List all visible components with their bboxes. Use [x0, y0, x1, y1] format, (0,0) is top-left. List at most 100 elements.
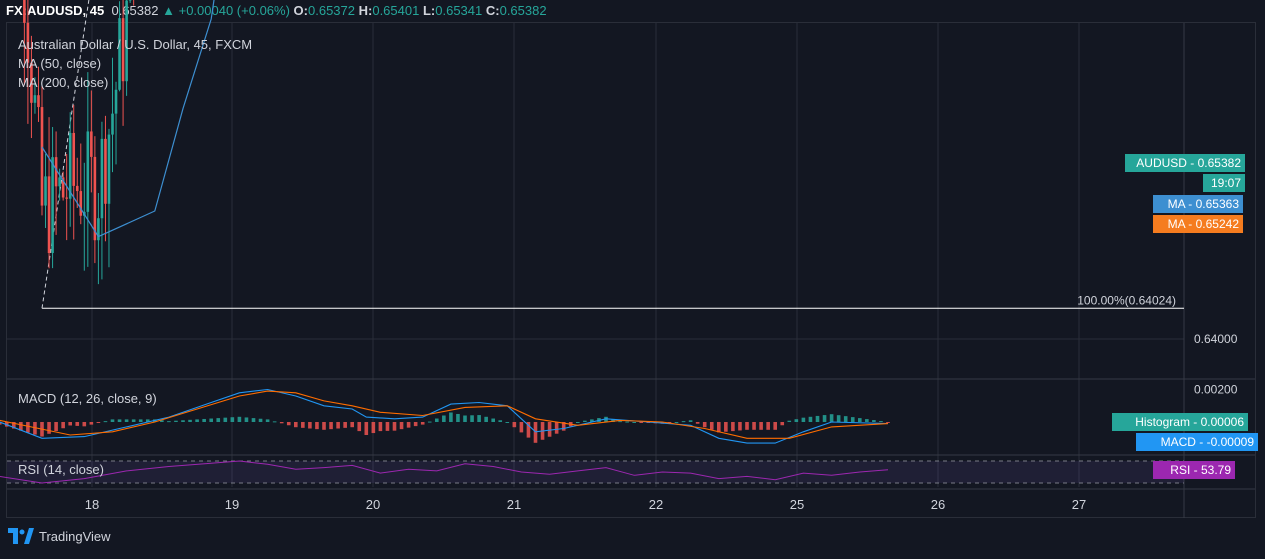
candle [114, 81, 118, 165]
macd-histogram-bar [0, 422, 2, 425]
macd-histogram-bar [695, 422, 700, 424]
time-tick-label: 27 [1072, 497, 1086, 512]
rsi-panel [0, 460, 1184, 484]
macd-histogram-bar [26, 422, 30, 433]
macd-histogram-bar [223, 417, 228, 422]
macd-histogram-bar [427, 421, 432, 423]
ma200-price-tag: MA - 0.65242 [1153, 215, 1243, 233]
macd-histogram-bar [583, 420, 587, 422]
ma50-legend[interactable]: MA (50, close) [18, 56, 102, 71]
macd-histogram-bar [265, 419, 270, 422]
time-tick-label: 22 [649, 497, 663, 512]
candle-body [33, 95, 37, 103]
macd-histogram-bar [702, 422, 707, 428]
macd-histogram-bar [364, 422, 369, 435]
fib-levels: 0.00%(0.66182)38.20%(50.00%(0.65103)61.8… [41, 0, 1184, 309]
macd-histogram-bar [188, 419, 192, 422]
rsi-value-tag-text: RSI - 53.79 [1170, 463, 1231, 477]
chart-title: Australian Dollar / U.S. Dollar, 45, FXC… [18, 37, 253, 52]
candle-body [107, 134, 111, 204]
macd-histogram-bar [519, 422, 524, 433]
macd-histogram-bar [385, 422, 390, 431]
price-change: +0.00040 (+0.06%) [178, 3, 290, 18]
macd-histogram-bar [815, 415, 820, 422]
macd-legend[interactable]: MACD (12, 26, close, 9) [18, 391, 157, 406]
macd-histogram-bar [625, 421, 629, 423]
macd-histogram-bar [865, 419, 869, 422]
candle [104, 115, 107, 242]
candle-body [61, 177, 65, 198]
candle [68, 112, 72, 227]
macd-histogram-bar [413, 422, 418, 427]
rsi-band [7, 461, 1184, 483]
macd-histogram-bar [117, 419, 122, 422]
candle [51, 127, 54, 269]
candle-body [30, 62, 33, 103]
candle [44, 153, 47, 228]
candle-body [58, 177, 61, 187]
macd-histogram-bar [237, 416, 242, 422]
macd-histogram-bar [124, 419, 129, 422]
macd-panel [0, 388, 890, 444]
macd-histogram-bar [202, 418, 206, 422]
candle [86, 72, 90, 267]
candle-body [128, 0, 132, 1]
candle [90, 90, 93, 193]
rsi-legend[interactable]: RSI (14, close) [18, 462, 104, 477]
macd-histogram-bar [477, 415, 481, 422]
macd-histogram-bar [96, 422, 101, 423]
macd-histogram-bar [512, 422, 517, 428]
macd-histogram-bar [12, 422, 16, 429]
ma50-price-tag: MA - 0.65363 [1153, 195, 1243, 213]
ma50-line [41, 0, 215, 238]
candle [30, 35, 33, 139]
macd-histogram-bar [463, 415, 467, 422]
candle [75, 157, 79, 208]
rsi-value-tag: RSI - 53.79 [1153, 461, 1235, 479]
macd-histogram-bar [89, 422, 94, 425]
macd-histogram-bar [406, 422, 411, 428]
macd-histogram-bar [61, 422, 65, 429]
axes: 18192021222526270.660000.655000.645000.6… [85, 332, 1238, 512]
macd-histogram-bar [82, 422, 87, 427]
ma50-price-tag-bg [1153, 195, 1243, 213]
macd-histogram-bar [308, 422, 312, 429]
macd-histogram-bar [33, 422, 37, 435]
candle-body [75, 185, 79, 192]
macd-histogram-bar [336, 422, 340, 429]
candle [54, 131, 58, 235]
candle-body [121, 18, 125, 82]
ma200-price-tag-bg [1153, 215, 1243, 233]
candle [128, 0, 132, 3]
macd-histogram-bar [498, 420, 503, 422]
candle [26, 0, 30, 124]
candle-body [90, 131, 93, 157]
candle-body [104, 138, 107, 204]
macd-histogram-bar [526, 422, 531, 438]
close-label: C: [485, 3, 500, 18]
macd-histogram-bar [216, 418, 221, 422]
macd-histogram-bar [301, 422, 305, 428]
macd-histogram-bar [279, 422, 284, 424]
macd-histogram-bar [456, 413, 460, 422]
macd-histogram-bar [399, 422, 404, 430]
countdown-tag-text: 19:07 [1211, 176, 1241, 190]
ma200-price-tag-text: MA - 0.65242 [1168, 217, 1240, 231]
macd-histogram-bar [75, 422, 80, 426]
macd-histogram-bar [632, 422, 636, 423]
macd-histogram-bar [272, 421, 277, 423]
ma200-legend[interactable]: MA (200, close) [18, 75, 109, 90]
macd-histogram-bar [322, 422, 326, 430]
open-value: 0.65372 [308, 3, 355, 18]
macd-histogram-bar [836, 415, 841, 422]
candle [133, 0, 135, 6]
candle-body [79, 191, 83, 216]
tradingview-logo[interactable]: TradingView [8, 528, 111, 544]
price-tags: AUDUSD - 0.65382 19:07 MA - 0.65363 MA - 0.… [1112, 154, 1258, 479]
candle [93, 136, 97, 264]
macd-histogram-bar [618, 421, 622, 423]
macd-histogram-bar [731, 422, 735, 432]
fib-label: 100.00%(0.64024) [1077, 293, 1176, 307]
macd-histogram-bar [681, 421, 686, 423]
